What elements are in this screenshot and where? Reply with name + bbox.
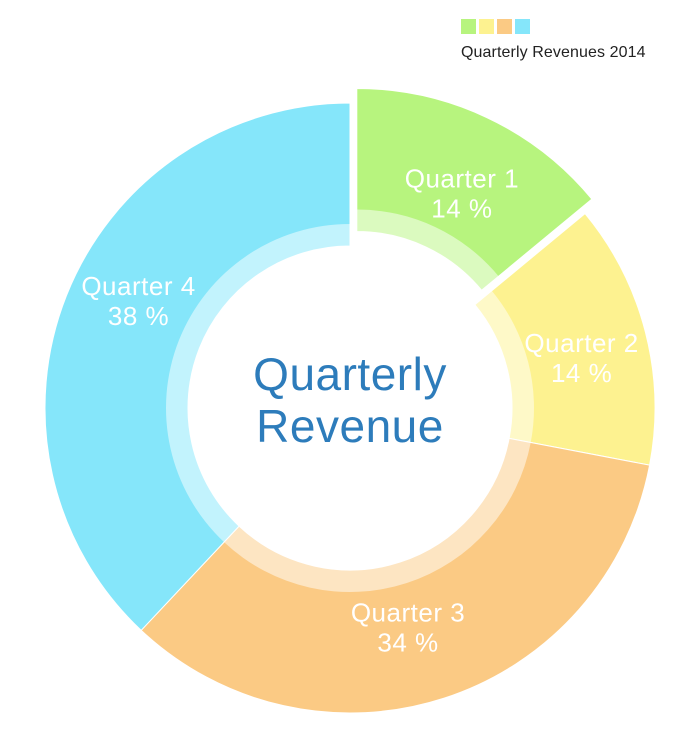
- slice-value-quarter-1: 14 %: [431, 193, 492, 223]
- legend-swatch-quarter-2[interactable]: [479, 19, 494, 34]
- slice-label-quarter-3: Quarter 3: [351, 598, 465, 628]
- legend-swatch-quarter-1[interactable]: [461, 19, 476, 34]
- slice-inner-ring-quarter-3: [224, 438, 531, 593]
- legend-swatches: [461, 19, 646, 34]
- slice-inner-ring-quarter-1: [356, 209, 499, 291]
- slice-label-quarter-4: Quarter 4: [81, 271, 195, 301]
- slice-label-quarter-1: Quarter 1: [405, 163, 519, 193]
- legend-swatch-quarter-3[interactable]: [497, 19, 512, 34]
- slice-quarter-4[interactable]: [44, 102, 351, 632]
- slice-group-quarter-1: Quarter 114 %: [356, 87, 593, 291]
- chart-center-title-line1: Quarterly: [253, 348, 447, 400]
- slice-label-quarter-2: Quarter 2: [524, 328, 638, 358]
- slice-value-quarter-4: 38 %: [108, 301, 169, 331]
- slice-group-quarter-3: Quarter 334 %: [140, 437, 651, 714]
- slice-value-quarter-2: 14 %: [551, 358, 612, 388]
- legend-swatch-quarter-4[interactable]: [515, 19, 530, 34]
- legend: Quarterly Revenues 2014: [461, 19, 646, 62]
- slice-group-quarter-4: Quarter 438 %: [44, 102, 351, 632]
- slice-group-quarter-2: Quarter 214 %: [474, 212, 656, 466]
- legend-title: Quarterly Revenues 2014: [461, 44, 646, 61]
- slice-value-quarter-3: 34 %: [377, 628, 438, 658]
- chart-center-title: Quarterly Revenue: [253, 348, 447, 452]
- slice-inner-ring-quarter-4: [165, 224, 350, 543]
- slice-inner-ring-quarter-2: [474, 290, 534, 443]
- chart-center-title-line2: Revenue: [256, 400, 444, 452]
